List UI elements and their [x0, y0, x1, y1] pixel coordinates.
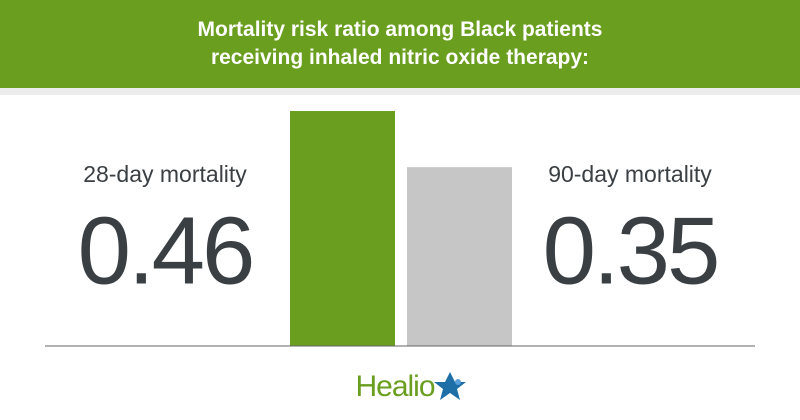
chart-title: Mortality risk ratio among Black patient…: [197, 18, 603, 69]
logo-dot: [455, 379, 461, 385]
category-label: 28-day mortality: [83, 161, 247, 187]
bar: [407, 167, 512, 346]
value-label: 0.46: [78, 197, 253, 304]
bar: [290, 111, 395, 346]
category-label: 90-day mortality: [548, 161, 712, 187]
logo-star: [434, 372, 466, 400]
logo-icon: [434, 372, 466, 400]
header: Mortality risk ratio among Black patient…: [0, 0, 800, 88]
value-label: 0.35: [543, 197, 718, 304]
header-strip: [0, 88, 800, 95]
brand-logo: Healio: [355, 370, 434, 403]
